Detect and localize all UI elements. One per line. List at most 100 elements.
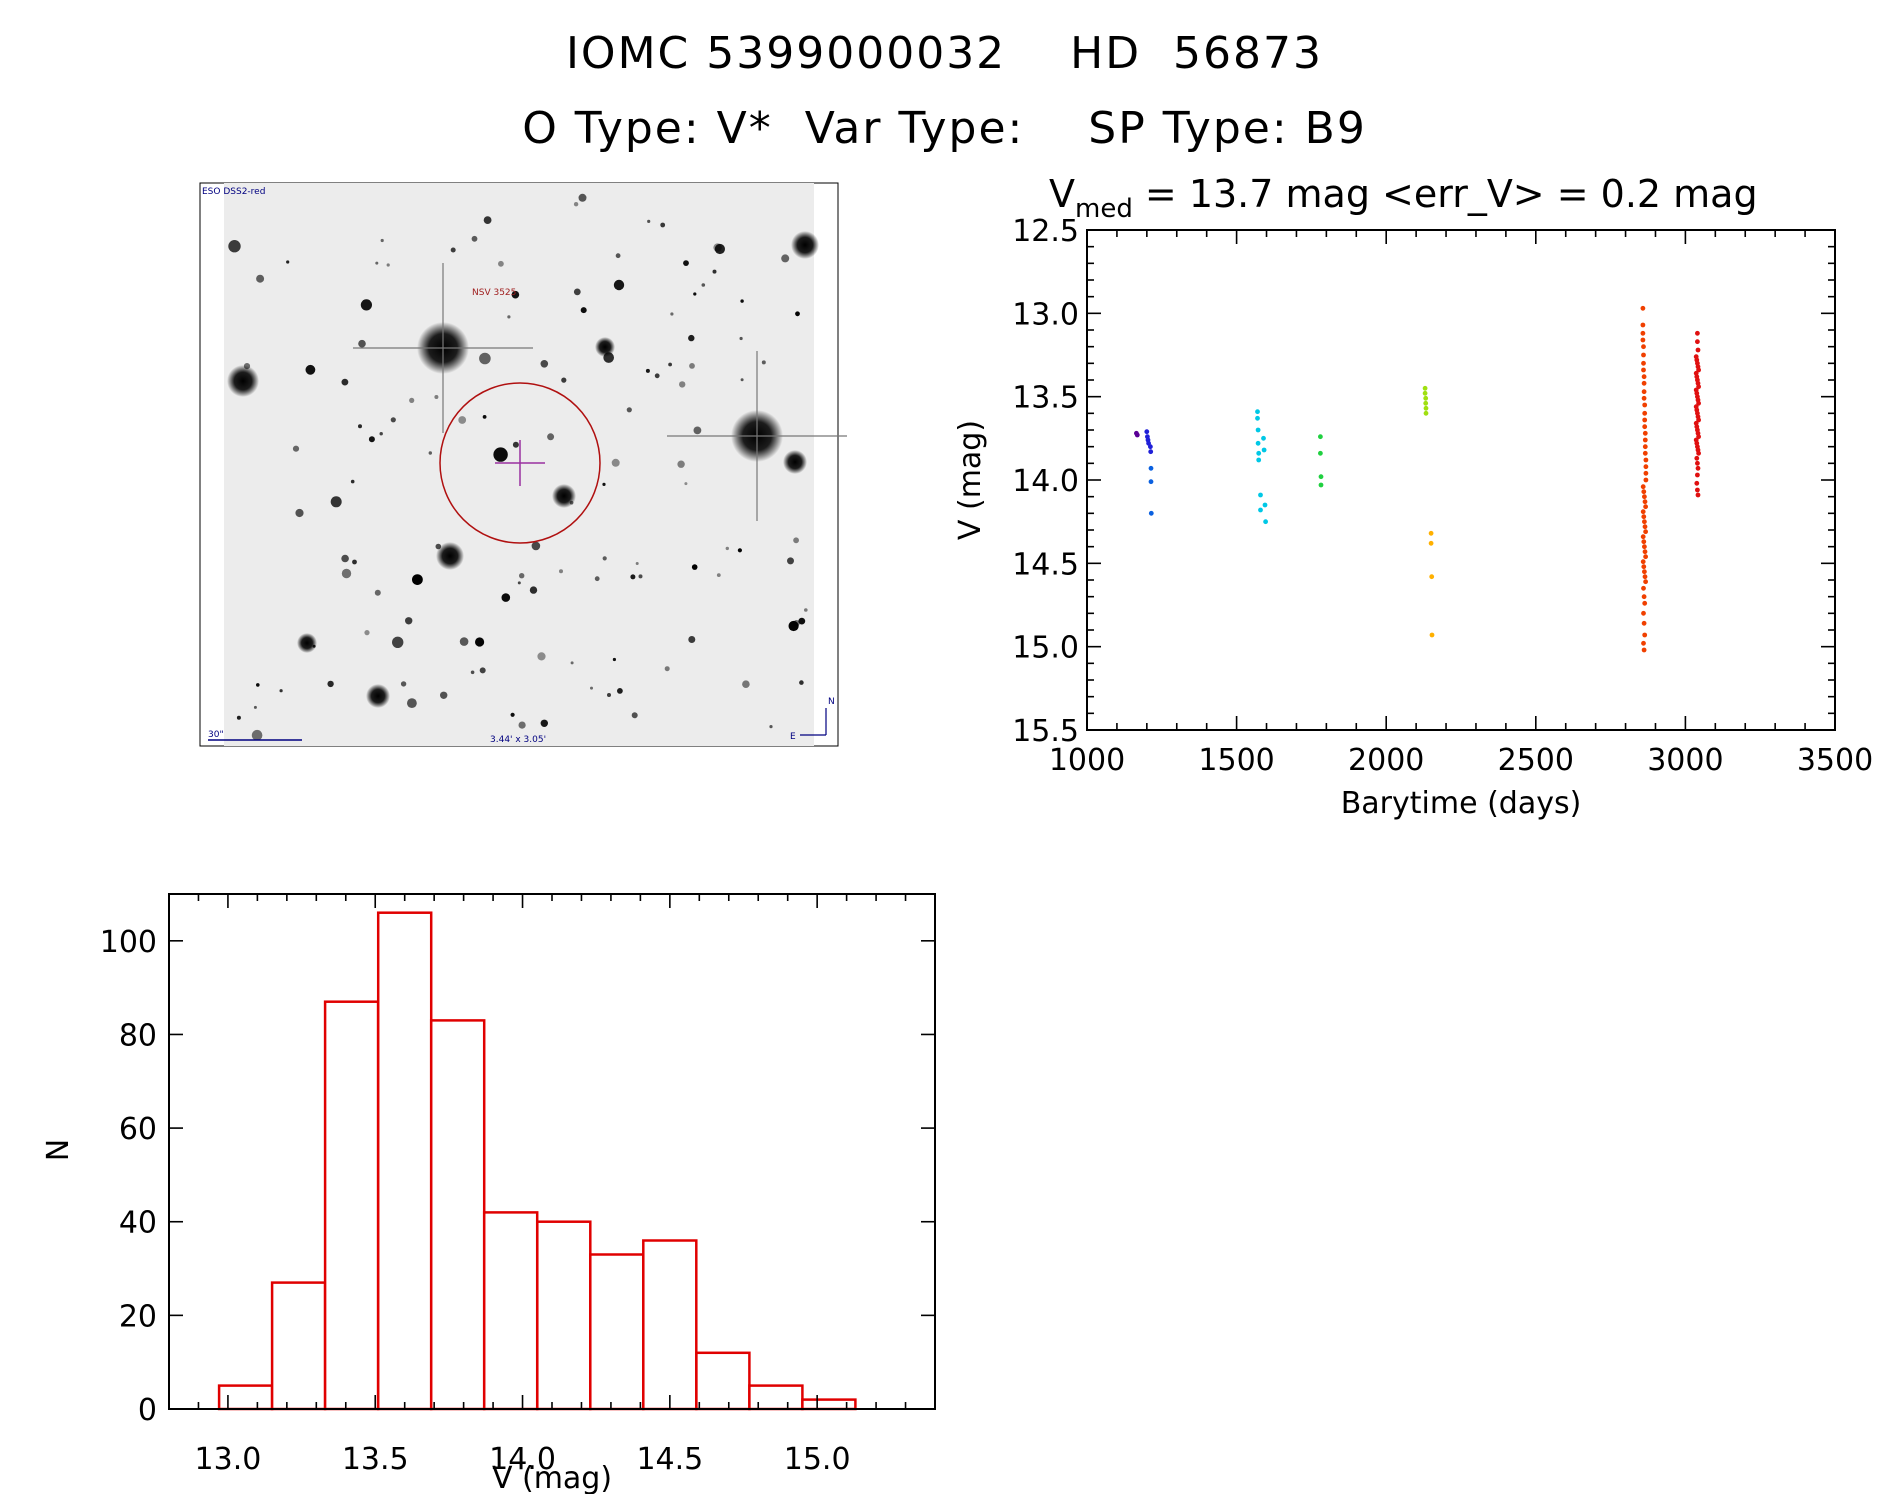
faint-star (793, 620, 800, 627)
faint-star (570, 661, 574, 665)
faint-star (364, 630, 370, 636)
faint-star (511, 290, 520, 299)
light-curve-point (1695, 465, 1701, 471)
light-curve-point (1642, 524, 1648, 530)
faint-star (479, 352, 491, 365)
light-curve-point (1642, 424, 1648, 430)
light-curve-point (1695, 347, 1701, 353)
faint-star (670, 312, 674, 316)
light-curve-point (1695, 472, 1700, 478)
faint-star (501, 593, 511, 602)
light-curve-point (1258, 507, 1263, 513)
faint-star (251, 729, 263, 741)
faint-star (798, 617, 806, 625)
light-curve-point (1640, 484, 1646, 490)
faint-star (561, 377, 567, 383)
faint-star (379, 432, 383, 436)
faint-star (350, 479, 355, 484)
light-curve-point (1641, 514, 1647, 520)
faint-star (459, 637, 469, 646)
faint-star (305, 364, 316, 375)
faint-star (740, 299, 744, 303)
faint-star (368, 436, 375, 443)
faint-star (688, 636, 696, 643)
light-curve-point (1696, 367, 1701, 373)
light-curve-point (1641, 564, 1647, 570)
faint-star (510, 712, 515, 717)
faint-star (684, 482, 688, 486)
light-curve-point (1641, 389, 1647, 395)
light-curve-point (1148, 449, 1154, 455)
light-curve-point (1642, 494, 1647, 500)
y-tick-label: 20 (119, 1299, 157, 1334)
light-curve-point (1641, 352, 1646, 358)
faint-star (475, 637, 485, 647)
y-tick-label: 15.5 (1012, 714, 1079, 749)
faint-star (498, 260, 504, 267)
light-curve-point (1318, 474, 1324, 480)
faint-star (602, 482, 606, 486)
faint-star (611, 458, 620, 467)
histogram-ylabel: N (41, 1139, 76, 1161)
faint-star (740, 378, 744, 382)
light-curve-point (1696, 384, 1701, 390)
faint-star (573, 288, 581, 296)
y-tick-label: 0 (138, 1393, 157, 1428)
faint-star (458, 416, 467, 424)
faint-star (400, 681, 407, 687)
faint-star (617, 688, 623, 694)
faint-star (519, 573, 525, 579)
x-tick-label: 13.0 (195, 1442, 262, 1477)
histogram-bar (642, 1239, 698, 1411)
light-curve-point (1642, 402, 1648, 408)
faint-star (292, 445, 300, 452)
light-curve-point (1642, 569, 1647, 575)
light-curve-title: Vmed = 13.7 mag <err_V> = 0.2 mag (1049, 172, 1758, 224)
faint-star (664, 666, 670, 672)
faint-star (594, 576, 600, 582)
bright-star (297, 633, 317, 653)
faint-star (255, 683, 260, 687)
faint-star (781, 254, 790, 263)
x-tick-label: 3500 (1797, 743, 1873, 778)
y-tick-label: 80 (119, 1018, 157, 1053)
east-label: E (790, 732, 796, 742)
y-tick-label: 15.0 (1012, 631, 1079, 666)
survey-label: ESO DSS2-red (202, 187, 265, 197)
x-tick-label: 3000 (1647, 743, 1723, 778)
histogram-bar (536, 1220, 592, 1411)
faint-star (435, 543, 442, 550)
light-curve-xlabel: Barytime (days) (1341, 786, 1582, 821)
light-curve-point (1263, 519, 1268, 525)
faint-star (559, 569, 563, 574)
faint-star (716, 573, 721, 577)
faint-star (537, 652, 546, 661)
light-curve-point (1641, 585, 1646, 591)
light-curve-point (1641, 360, 1646, 366)
light-curve-point (1643, 529, 1648, 535)
faint-star (761, 360, 766, 365)
y-tick-label: 13.5 (1012, 381, 1079, 416)
faint-star (434, 395, 439, 399)
light-curve-point (1255, 409, 1260, 415)
light-curve-point (1429, 574, 1435, 580)
faint-star (407, 698, 417, 708)
light-curve-point (1261, 447, 1267, 453)
faint-star (471, 235, 478, 242)
y-tick-label: 12.5 (1012, 214, 1079, 249)
light-curve-point (1640, 330, 1646, 336)
faint-star (392, 636, 404, 648)
y-tick-label: 100 (100, 925, 157, 960)
light-curve-chart: Vmed = 13.7 mag <err_V> = 0.2 mag 1000 15… (953, 172, 1873, 821)
faint-star (612, 657, 617, 662)
light-curve-point (1641, 374, 1647, 380)
faint-star (630, 574, 636, 580)
faint-star (412, 574, 423, 585)
faint-star (493, 447, 508, 462)
object-type-line: O Type: V* Var Type: SP Type: B9 (522, 103, 1367, 154)
title-v-symbol: V (1049, 172, 1075, 216)
x-tick-label: 1500 (1198, 743, 1274, 778)
light-curve-point (1423, 400, 1429, 406)
faint-star (693, 292, 697, 296)
light-curve-point (1255, 415, 1260, 421)
